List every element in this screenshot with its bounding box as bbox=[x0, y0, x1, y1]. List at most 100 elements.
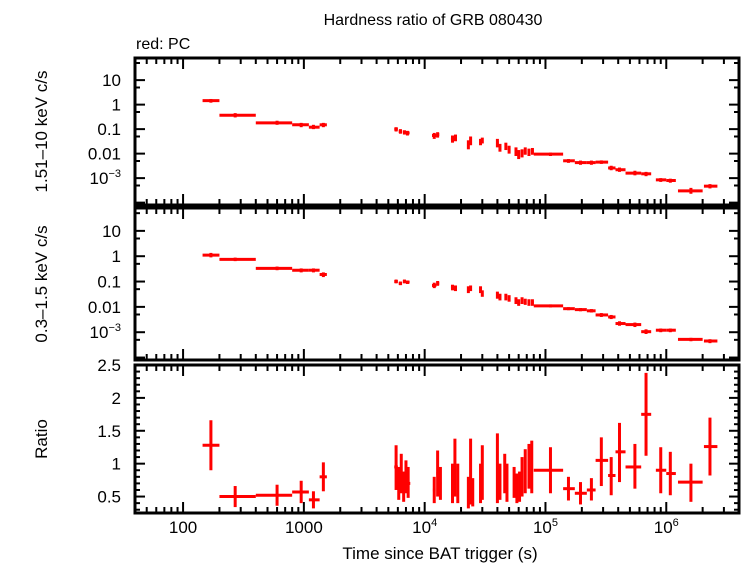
plot-frame bbox=[133, 363, 741, 515]
y-tick-label: 0.1 bbox=[97, 120, 121, 139]
panel-ratio: 2.5 2 1.5 1 0.5 Ratio bbox=[32, 356, 741, 515]
data-point bbox=[595, 313, 609, 317]
y-tick-label: 1 bbox=[112, 455, 121, 474]
data-point bbox=[563, 159, 575, 163]
data-point bbox=[595, 160, 609, 164]
data-point bbox=[255, 266, 293, 271]
data-point bbox=[454, 285, 458, 292]
data-point bbox=[530, 299, 534, 306]
data-point bbox=[219, 257, 256, 262]
data-point bbox=[399, 453, 403, 494]
data-point bbox=[625, 322, 642, 328]
data-point bbox=[503, 453, 507, 494]
data-point bbox=[432, 476, 436, 504]
data-point bbox=[495, 138, 499, 148]
data-point bbox=[615, 422, 626, 483]
x-tick-label: 1000 bbox=[285, 518, 323, 537]
x-tick-label: 106 bbox=[654, 517, 679, 537]
y-tick-label: 2 bbox=[112, 389, 121, 408]
x-axis-label: Time since BAT trigger (s) bbox=[342, 544, 537, 563]
y-tick-label: 0.01 bbox=[88, 145, 121, 164]
data-point bbox=[641, 329, 652, 334]
y-tick-label: 1 bbox=[112, 247, 121, 266]
data-point bbox=[397, 466, 401, 500]
data-point bbox=[398, 281, 403, 286]
data-point bbox=[625, 170, 642, 176]
data-point bbox=[480, 445, 484, 500]
data-point bbox=[703, 417, 718, 476]
plot-frame bbox=[133, 56, 741, 207]
data-point bbox=[608, 314, 616, 320]
data-point bbox=[527, 443, 531, 489]
y-tick-label: 10−3 bbox=[90, 168, 121, 188]
data-point bbox=[703, 184, 718, 189]
x-tick-label: 104 bbox=[412, 517, 437, 537]
data-point bbox=[641, 372, 652, 456]
data-point bbox=[469, 438, 473, 505]
data-point bbox=[319, 272, 327, 278]
y-axis-label: 0.3–1.5 keV c/s bbox=[32, 225, 51, 342]
data-point bbox=[505, 463, 509, 502]
y-tick-label: 0.01 bbox=[88, 298, 121, 317]
data-point bbox=[436, 281, 440, 286]
data-point bbox=[202, 98, 220, 103]
y-tick-label: 10 bbox=[102, 222, 121, 241]
y-tick-label: 1.5 bbox=[97, 422, 121, 441]
data-point bbox=[507, 145, 511, 154]
data-point bbox=[480, 137, 484, 144]
data-point bbox=[402, 279, 406, 284]
data-point bbox=[563, 476, 575, 501]
data-point bbox=[432, 132, 437, 139]
panel-soft-band: 10 1 0.1 0.01 10−3 0.3–1.5 keV c/s bbox=[32, 206, 741, 362]
data-point bbox=[498, 293, 502, 301]
data-point bbox=[450, 135, 455, 143]
x-tick-labels: 100 1000 104 105 106 bbox=[169, 517, 679, 537]
data-point bbox=[527, 148, 531, 156]
data-point bbox=[495, 291, 499, 299]
data-point bbox=[533, 152, 564, 156]
data-point bbox=[615, 321, 626, 326]
data-point bbox=[586, 478, 596, 501]
y-tick-label: 10 bbox=[102, 71, 121, 90]
data-point bbox=[255, 120, 293, 125]
data-point bbox=[530, 147, 534, 155]
data-point bbox=[655, 328, 667, 333]
data-point bbox=[507, 295, 511, 302]
data-point bbox=[398, 129, 403, 134]
data-point bbox=[608, 457, 616, 496]
data-point bbox=[450, 284, 455, 291]
data-point bbox=[586, 309, 596, 313]
data-point bbox=[219, 113, 256, 118]
data-point bbox=[655, 178, 667, 182]
data-point bbox=[498, 463, 502, 500]
data-point bbox=[574, 482, 587, 505]
data-point bbox=[574, 160, 587, 165]
data-point bbox=[504, 142, 508, 151]
data-point bbox=[703, 339, 718, 344]
data-point bbox=[292, 268, 309, 273]
data-point bbox=[677, 187, 703, 194]
data-point bbox=[436, 132, 440, 138]
data-point bbox=[436, 450, 440, 497]
data-point bbox=[666, 451, 676, 496]
data-point bbox=[520, 297, 524, 304]
data-point bbox=[319, 122, 327, 128]
data-point bbox=[512, 466, 516, 498]
data-point bbox=[518, 471, 522, 502]
x-tick-label: 105 bbox=[533, 517, 558, 537]
data-point bbox=[255, 484, 293, 506]
data-point bbox=[595, 437, 609, 487]
data-point bbox=[655, 447, 667, 494]
data-point bbox=[666, 178, 676, 183]
data-point bbox=[202, 252, 220, 258]
data-point bbox=[641, 171, 652, 177]
data-point bbox=[517, 150, 521, 160]
data-point bbox=[438, 466, 442, 500]
data-point bbox=[563, 307, 575, 311]
data-point bbox=[308, 124, 320, 130]
data-point bbox=[308, 491, 320, 509]
data-point bbox=[574, 308, 587, 312]
x-tick-label: 100 bbox=[169, 518, 197, 537]
data-point bbox=[514, 147, 518, 156]
